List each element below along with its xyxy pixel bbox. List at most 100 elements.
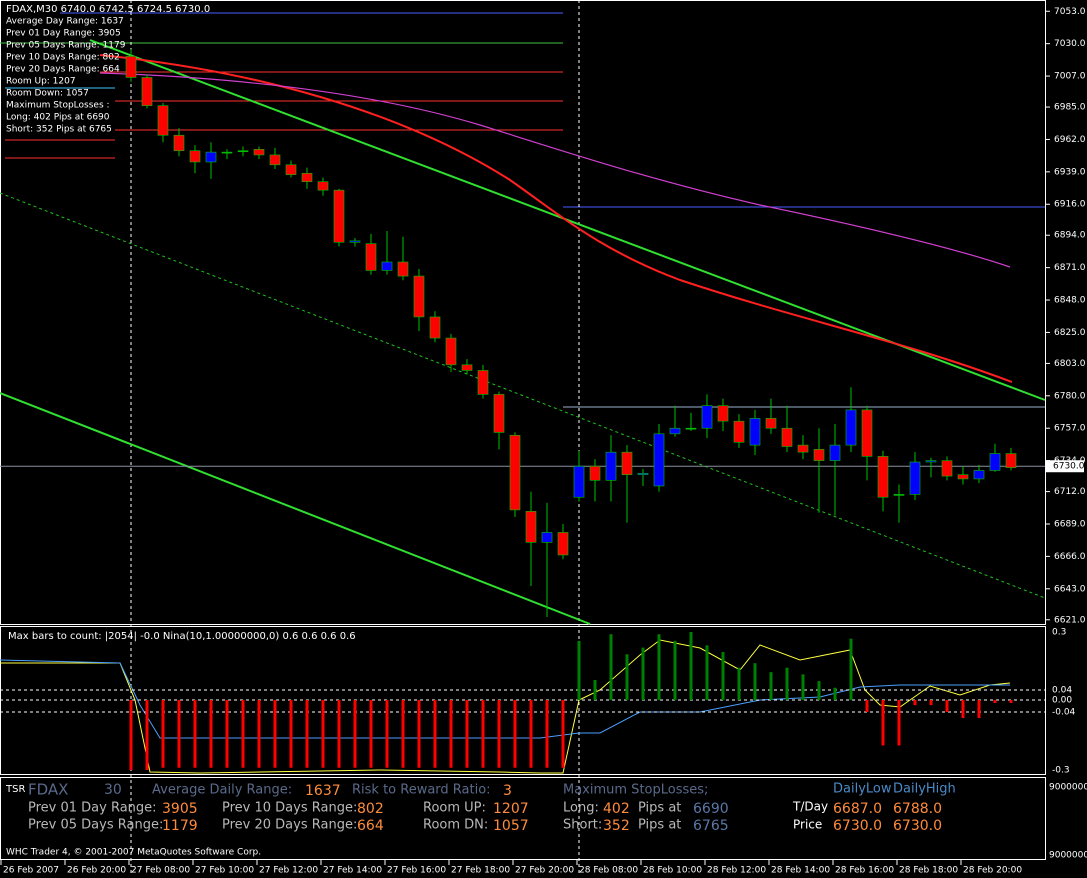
overlay-text: Prev 20 Days Range: 664: [6, 65, 120, 75]
current-price-label: 6730.0: [1053, 462, 1085, 472]
indicator-bar: [609, 634, 613, 700]
y-tick-label: 6985.0: [1054, 103, 1086, 113]
y-tick-label: 6939.0: [1054, 167, 1086, 177]
info-label: Average Daily Range:: [152, 783, 292, 798]
info-label: DailyLow: [833, 782, 892, 797]
indicator-bar: [849, 638, 853, 700]
candle-body: [157, 105, 169, 136]
candle-body: [925, 460, 937, 463]
y-tick-label: 7053.0: [1054, 7, 1086, 17]
info-value: 352: [603, 818, 630, 834]
x-tick-label: 27 Feb 08:00: [131, 866, 190, 876]
indicator-bar: [449, 700, 453, 768]
indicator-tick-label: -0.3: [1052, 766, 1070, 776]
candle-body: [269, 154, 281, 166]
indicator-bar: [993, 700, 997, 703]
candle-body: [125, 56, 137, 78]
indicator-bar: [257, 700, 261, 768]
indicator-bar: [241, 700, 245, 768]
candle-body: [797, 444, 809, 453]
x-tick-label: 27 Feb 16:00: [387, 866, 446, 876]
x-tick-label: 28 Feb 18:00: [899, 866, 958, 876]
indicator-bar: [321, 700, 325, 768]
candle-body: [605, 451, 617, 481]
candle-body: [589, 465, 601, 481]
scale-label: 9000000: [1049, 851, 1087, 861]
candle-body: [413, 275, 425, 318]
x-tick-label: 26 Feb 20:00: [67, 866, 126, 876]
candle-body: [173, 134, 185, 152]
y-tick-label: 7030.0: [1054, 39, 1086, 49]
indicator-bar: [689, 632, 693, 700]
candle-body: [765, 418, 777, 429]
candle-body: [989, 453, 1001, 471]
candle-body: [205, 151, 217, 163]
candle-body: [141, 77, 153, 106]
info-value: 3: [503, 783, 512, 799]
candle-body: [461, 364, 473, 371]
x-tick-label: 26 Feb 2007: [3, 866, 59, 876]
scale-label: 9000000: [1049, 783, 1087, 793]
symbol-line: FDAX,M30 6740.0 6742.5 6724.5 6730.0: [6, 4, 210, 15]
price-frame: [0, 0, 1046, 625]
indicator-bar: [529, 700, 533, 768]
overlay-text: Prev 10 Days Range: 802: [6, 53, 120, 63]
y-tick-label: 6894.0: [1054, 231, 1086, 241]
overlay-text: Room Down: 1057: [6, 89, 89, 99]
overlay-text: Room Up: 1207: [6, 77, 76, 87]
info-label: Price: [793, 818, 822, 832]
indicator-bar: [289, 700, 293, 768]
info-symbol: FDAX: [28, 781, 68, 799]
candle-body: [1005, 453, 1017, 468]
indicator-bar: [129, 700, 133, 770]
info-label: Prev 05 Days Range:: [28, 818, 163, 833]
indicator-bar: [513, 700, 517, 768]
indicator-bar: [481, 700, 485, 768]
candle-body: [445, 337, 457, 366]
info-panel: TSR FDAX 30 Average Daily Range: 1637 Ri…: [5, 781, 1087, 861]
candle-body: [829, 444, 841, 461]
info-value: 1207: [493, 801, 529, 817]
candle-body: [477, 370, 489, 395]
indicator-tick-label: 0.04: [1052, 686, 1072, 696]
indicator-bar: [977, 700, 981, 719]
y-tick-label: 6643.0: [1054, 584, 1086, 594]
info-tag: TSR: [5, 784, 25, 795]
indicator-bar: [625, 654, 629, 700]
candle-body: [637, 472, 649, 475]
overlay-text: Maximum StopLosses :: [6, 101, 110, 111]
y-tick-label: 6803.0: [1054, 359, 1086, 369]
indicator-bar: [577, 640, 581, 700]
indicator-bar: [145, 700, 149, 770]
overlay-text: Prev 01 Day Range: 3905: [6, 29, 121, 39]
y-tick-label: 6757.0: [1054, 424, 1086, 434]
x-tick-label: 28 Feb 16:00: [835, 866, 894, 876]
indicator-bar: [177, 700, 181, 768]
indicator-bar: [929, 700, 933, 706]
indicator-bar: [657, 634, 661, 700]
info-value: 1057: [493, 818, 529, 834]
indicator-bar: [817, 681, 821, 700]
candle-body: [893, 494, 905, 496]
indicator-bar: [497, 700, 501, 768]
indicator-bar: [753, 663, 757, 700]
footer: WHC Trader 4, © 2001-2007 MetaQuotes Sof…: [6, 848, 261, 858]
info-label: Short:: [563, 818, 602, 833]
overlay-text: Prev 05 Days Range: 1179: [6, 41, 126, 51]
indicator-tick-label: 0.00: [1052, 696, 1072, 706]
candle-body: [669, 427, 681, 435]
candle-body: [717, 405, 729, 422]
candle-body: [429, 316, 441, 339]
info-value: 402: [603, 801, 630, 817]
x-tick-label: 27 Feb 10:00: [195, 866, 254, 876]
indicator-bar: [433, 700, 437, 768]
indicator-bar: [721, 652, 725, 700]
indicator-bar: [737, 667, 741, 700]
info-label: Prev 20 Days Range:: [222, 818, 357, 833]
candle-body: [781, 427, 793, 447]
indicator-bar: [769, 672, 773, 700]
candle-body: [541, 532, 553, 543]
candle-body: [221, 151, 233, 154]
candle-body: [381, 261, 393, 271]
indicator-bar: [161, 700, 165, 768]
